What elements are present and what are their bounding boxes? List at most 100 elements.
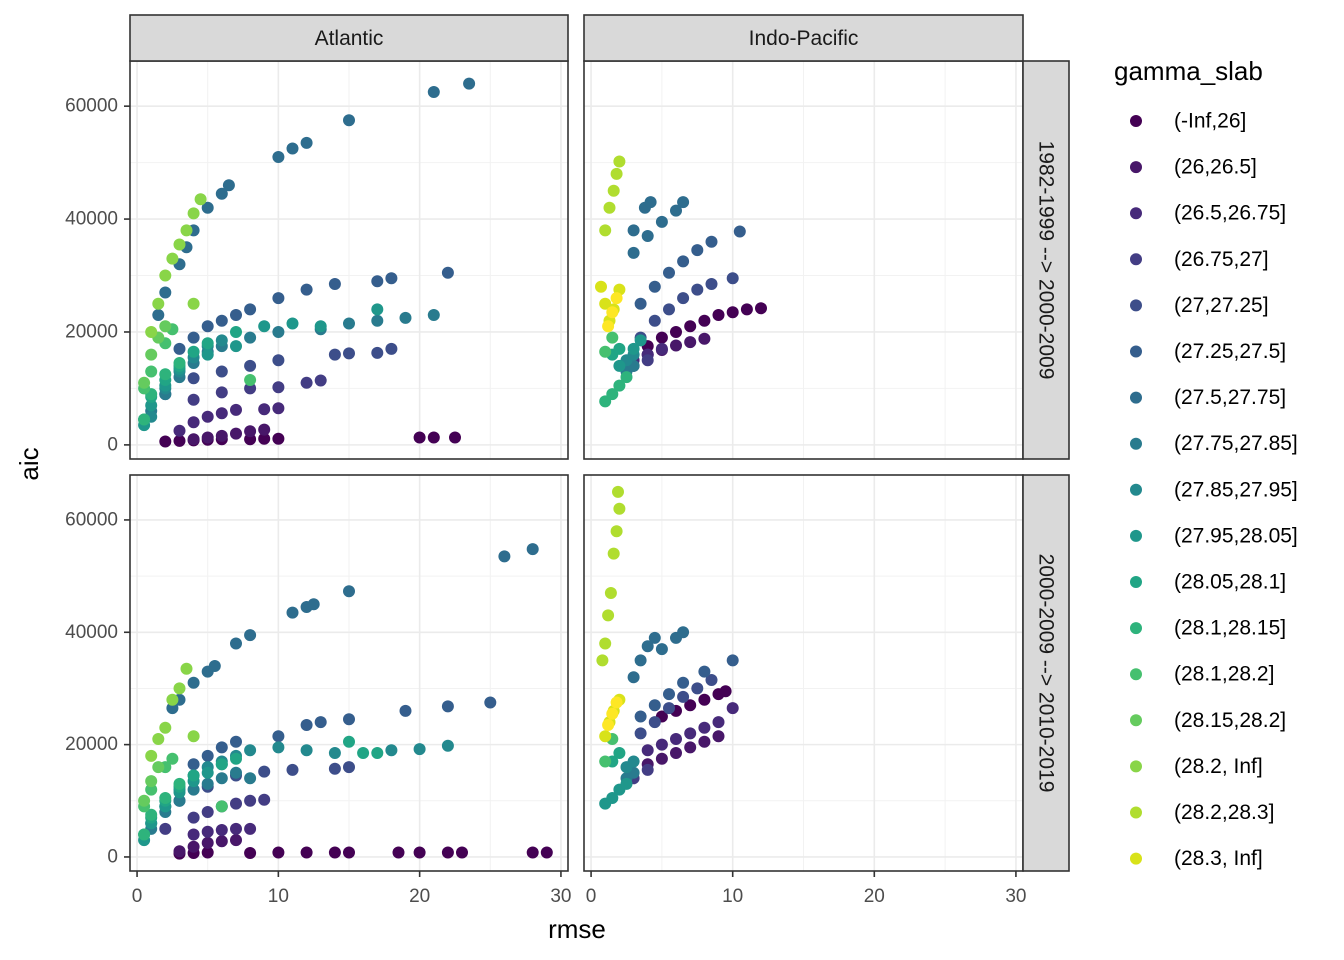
data-point (670, 204, 682, 217)
data-point (441, 700, 454, 713)
data-point (604, 587, 617, 599)
data-point (712, 309, 725, 321)
legend-key (1130, 576, 1142, 588)
legend-item: (27,27.25] (1130, 294, 1269, 317)
data-point (755, 302, 767, 315)
data-point (726, 654, 739, 667)
data-point (606, 792, 619, 804)
data-point (449, 431, 461, 444)
legend-label: (27.5,27.75] (1174, 386, 1286, 409)
data-point (670, 339, 682, 352)
data-point (215, 429, 228, 442)
data-point (230, 735, 242, 748)
series-28-2-28-3 (599, 155, 626, 237)
data-point (343, 317, 355, 330)
data-point (663, 303, 675, 316)
data-point (314, 716, 327, 729)
legend-label: (28.3, Inf] (1174, 847, 1263, 870)
data-point (187, 207, 200, 220)
series-27-25-27-5 (634, 225, 746, 310)
data-point (599, 755, 612, 768)
data-point (719, 685, 732, 698)
series-27-25-27-5 (634, 654, 739, 723)
data-point (215, 758, 228, 771)
data-point (698, 693, 711, 706)
data-point (620, 371, 633, 384)
data-point (159, 435, 172, 448)
data-point (244, 744, 257, 757)
data-point (272, 730, 285, 743)
data-point (201, 337, 214, 350)
series-27-95-28-05 (613, 334, 647, 372)
data-point (641, 230, 654, 242)
y-tick-label: 60000 (65, 96, 118, 117)
data-point (648, 716, 661, 729)
legend-item: (27.85,27.95] (1130, 478, 1298, 501)
data-point (602, 719, 615, 731)
data-point (610, 292, 623, 305)
facet-label-atlantic: Atlantic (315, 27, 384, 50)
x-tick-label: 20 (864, 886, 885, 907)
data-point (215, 772, 228, 785)
data-point (343, 713, 355, 726)
y-tick-label: 20000 (65, 321, 118, 342)
data-point (740, 303, 753, 316)
legend-key (1130, 760, 1142, 773)
legend-item: (28.1,28.15] (1130, 617, 1286, 640)
legend-item: (26.75,27] (1130, 248, 1269, 271)
data-point (173, 794, 186, 807)
data-point (215, 365, 228, 378)
data-point (187, 393, 200, 406)
panel-atlantic-2 (129, 474, 569, 872)
facet-strip-indo-pacific (583, 14, 1024, 62)
series-27-27-25 (634, 674, 718, 740)
data-point (595, 280, 607, 293)
legend-item: (28.2, Inf] (1130, 755, 1263, 778)
data-point (371, 346, 384, 359)
facet-strip-atlantic (129, 14, 569, 62)
data-point (627, 342, 640, 355)
data-point (230, 340, 242, 353)
data-point (187, 297, 200, 310)
data-point (208, 660, 221, 672)
legend-label: (27.75,27.85] (1174, 432, 1298, 455)
data-point (328, 278, 341, 290)
legend-item: (27.5,27.75] (1130, 386, 1286, 409)
data-point (286, 763, 299, 776)
data-point (300, 136, 313, 149)
data-point (166, 252, 179, 265)
data-point (627, 224, 640, 237)
data-point (230, 752, 242, 765)
data-point (145, 365, 158, 378)
legend-label: (28.05,28.1] (1174, 571, 1286, 594)
y-tick-label: 40000 (65, 622, 118, 643)
y-tick-label: 0 (107, 434, 118, 455)
data-point (258, 320, 271, 333)
data-point (684, 727, 697, 740)
series-28-1-28-15 (599, 371, 633, 408)
data-point (613, 747, 626, 759)
data-point (159, 269, 172, 282)
legend-key (1130, 806, 1142, 819)
legend-label: (28.2,28.3] (1174, 801, 1274, 824)
data-point (230, 427, 242, 440)
legend-item: (27.95,28.05] (1130, 524, 1298, 547)
data-point (627, 246, 640, 259)
series-26-26-5 (187, 423, 271, 446)
data-point (173, 357, 186, 369)
data-point (201, 806, 214, 818)
data-point (677, 292, 690, 305)
data-point (159, 320, 172, 333)
legend-item: (26,26.5] (1130, 156, 1257, 179)
data-point (606, 388, 619, 401)
data-point (258, 403, 271, 416)
legend-key (1130, 437, 1142, 450)
data-point (698, 332, 711, 345)
data-point (705, 278, 718, 290)
data-point (427, 431, 440, 444)
data-point (610, 696, 623, 709)
data-point (399, 311, 412, 324)
data-point (244, 303, 257, 316)
data-point (258, 432, 271, 445)
